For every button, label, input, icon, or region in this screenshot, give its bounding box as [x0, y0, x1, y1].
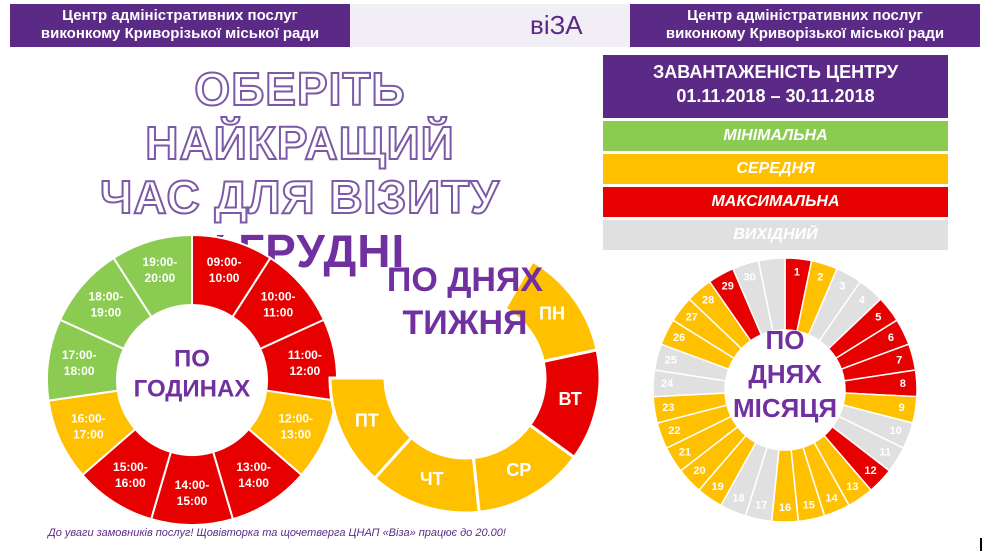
- legend-heading-line1: ЗАВАНТАЖЕНІСТЬ ЦЕНТРУ: [652, 62, 899, 82]
- header-left-banner: Центр адміністративних послуг виконкому …: [10, 4, 350, 47]
- hour-label: 11:00-: [288, 348, 322, 362]
- month-day-label: 27: [686, 312, 698, 324]
- month-day-label: 16: [779, 502, 791, 514]
- header-left-line2: виконкому Криворізької міської ради: [40, 25, 320, 42]
- hour-label: 18:00: [64, 364, 95, 378]
- legend-heading-line2: 01.11.2018 – 30.11.2018: [676, 86, 875, 106]
- legend-row-max: МАКСИМАЛЬНА: [603, 187, 948, 217]
- month-day-label: 25: [665, 354, 677, 366]
- hour-label: 09:00-: [207, 255, 242, 269]
- hour-label: 11:00: [263, 306, 293, 320]
- legend-row-mid: СЕРЕДНЯ: [603, 154, 948, 184]
- legend-row-off: ВИХІДНИЙ: [603, 220, 948, 250]
- hour-label: 20:00: [145, 271, 176, 285]
- hour-label: 16:00: [115, 476, 146, 490]
- footer-note: До уваги замовників послуг! Щовівторка т…: [48, 527, 506, 539]
- hours-center-label: ГОДИНАХ: [134, 375, 251, 402]
- weekday-label: ВТ: [558, 389, 581, 409]
- month-day-segment: [757, 257, 786, 333]
- weekday-label: СР: [506, 460, 531, 480]
- hour-label: 12:00-: [278, 412, 313, 426]
- month-day-label: 11: [879, 446, 891, 458]
- weekday-label: ЧТ: [420, 469, 444, 489]
- brand-logo: віЗА: [530, 10, 583, 40]
- hour-label: 15:00-: [113, 460, 148, 474]
- month-center-label: ПО: [766, 325, 805, 355]
- hour-label: 19:00: [90, 306, 121, 320]
- hour-label: 14:00: [238, 476, 269, 490]
- header-bar: Центр адміністративних послуг виконкому …: [0, 0, 980, 50]
- header-right-banner: Центр адміністративних послуг виконкому …: [630, 4, 980, 47]
- month-day-label: 10: [890, 425, 902, 437]
- month-day-label: 9: [899, 402, 905, 414]
- weekday-title: ТИЖНЯ: [403, 304, 528, 342]
- load-legend: ЗАВАНТАЖЕНІСТЬ ЦЕНТРУ 01.11.2018 – 30.11…: [603, 55, 948, 250]
- month-day-label: 22: [668, 425, 680, 437]
- legend-heading: ЗАВАНТАЖЕНІСТЬ ЦЕНТРУ 01.11.2018 – 30.11…: [603, 55, 948, 118]
- hour-label: 19:00-: [143, 255, 178, 269]
- month-day-label: 24: [661, 378, 674, 390]
- hour-label: 10:00: [209, 271, 240, 285]
- header-right-line1: Центр адміністративних послуг: [687, 7, 923, 24]
- hour-label: 17:00-: [62, 348, 97, 362]
- weekday-segment: [328, 376, 414, 481]
- month-day-label: 19: [711, 481, 723, 493]
- weekday-title: ПО ДНЯХ: [387, 261, 544, 299]
- month-day-label: 4: [859, 294, 866, 306]
- month-day-label: 30: [744, 271, 756, 283]
- hour-label: 12:00: [289, 364, 320, 378]
- month-day-label: 17: [755, 499, 767, 511]
- edge-marker: [980, 538, 982, 551]
- page-title: ОБЕРІТЬ НАЙКРАЩИЙ ЧАС ДЛЯ ВІЗИТУ У ГРУДН…: [40, 62, 560, 278]
- month-center-label: МІСЯЦЯ: [733, 393, 837, 423]
- legend-row-min: МІНІМАЛЬНА: [603, 121, 948, 151]
- month-day-label: 3: [839, 281, 845, 293]
- month-day-label: 13: [846, 481, 858, 493]
- title-line1: ОБЕРІТЬ НАЙКРАЩИЙ: [144, 62, 455, 170]
- month-day-label: 7: [896, 354, 902, 366]
- weekday-label: ПН: [539, 304, 565, 324]
- month-day-label: 14: [825, 492, 838, 504]
- month-day-label: 1: [794, 267, 800, 279]
- month-day-label: 20: [693, 465, 705, 477]
- hour-label: 18:00-: [89, 290, 124, 304]
- month-day-label: 28: [702, 294, 714, 306]
- weekday-label: ПТ: [355, 410, 379, 430]
- month-center-label: ДНЯХ: [748, 359, 822, 389]
- hour-label: 13:00-: [236, 460, 271, 474]
- header-ornament: [350, 4, 630, 47]
- month-day-label: 6: [888, 332, 894, 344]
- month-day-label: 26: [673, 332, 685, 344]
- title-line2: ЧАС ДЛЯ ВІЗИТУ: [99, 170, 500, 224]
- month-day-label: 2: [817, 271, 823, 283]
- month-day-label: 18: [732, 492, 744, 504]
- month-day-label: 21: [679, 446, 691, 458]
- hour-label: 15:00: [177, 494, 208, 508]
- hour-label: 13:00: [280, 428, 311, 442]
- hour-label: 16:00-: [71, 412, 106, 426]
- hour-segment: [112, 233, 193, 319]
- month-day-label: 29: [722, 281, 734, 293]
- month-day-label: 8: [900, 378, 906, 390]
- month-day-label: 23: [662, 402, 674, 414]
- month-day-label: 12: [864, 465, 876, 477]
- month-day-label: 15: [803, 499, 815, 511]
- hour-label: 17:00: [73, 428, 104, 442]
- header-left-line1: Центр адміністративних послуг: [62, 7, 298, 24]
- month-day-label: 5: [875, 312, 881, 324]
- hours-center-label: ПО: [174, 345, 210, 372]
- header-right-line2: виконкому Криворізької міської ради: [665, 25, 945, 42]
- hour-label: 14:00-: [175, 478, 210, 492]
- hour-label: 10:00-: [261, 290, 296, 304]
